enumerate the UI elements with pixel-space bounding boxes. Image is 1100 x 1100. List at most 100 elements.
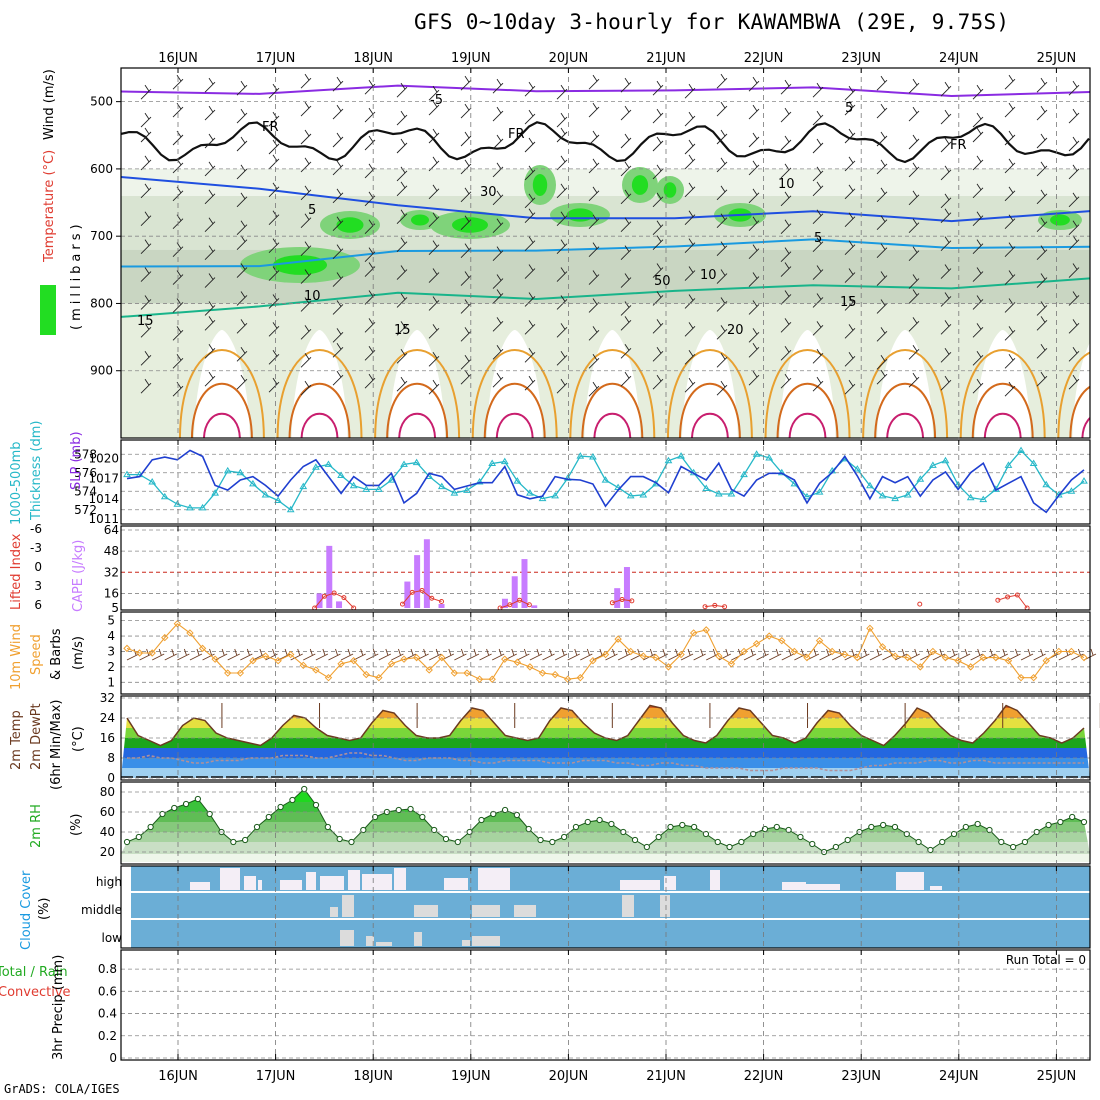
- rh-point: [312, 801, 320, 809]
- wind10-barb: [743, 648, 757, 661]
- wind10-barb: [693, 648, 706, 661]
- wind-barb: [1004, 102, 1016, 118]
- wind-barb: [332, 132, 344, 148]
- wind10-point: [752, 640, 761, 648]
- rh-point: [537, 836, 544, 844]
- wind-barb: [716, 73, 728, 89]
- thickness-point: [349, 481, 358, 489]
- wind-barb: [460, 131, 472, 147]
- wind10-barb: [290, 648, 303, 661]
- lifted-index-line: [612, 598, 632, 604]
- wind-barb: [844, 240, 856, 255]
- isotherm--5: [121, 84, 1090, 98]
- grads-credit: GrADS: COLA/IGES: [4, 1082, 120, 1096]
- wind10-barb: [932, 648, 946, 661]
- wind-barb: [588, 242, 600, 257]
- date-label-bottom: 23JUN: [841, 1069, 881, 1084]
- wind-barb: [684, 322, 696, 337]
- rh-point: [832, 843, 839, 851]
- date-label-top: 19JUN: [451, 51, 491, 66]
- wind-barb: [780, 191, 792, 207]
- wind-barb: [332, 244, 344, 259]
- rh-point: [1080, 818, 1088, 826]
- wind-barb: [812, 293, 824, 308]
- wind-barb: [492, 218, 504, 234]
- wind-barb: [524, 236, 536, 251]
- contour-label: 50: [654, 274, 671, 289]
- wind-barb: [972, 351, 984, 366]
- rh-point: [679, 821, 686, 829]
- y-tick-label-temp: 24: [100, 711, 115, 725]
- cloud-bar-middle: [660, 895, 670, 917]
- rh-point: [301, 785, 308, 793]
- wind10-point: [123, 644, 131, 653]
- rh-point: [265, 813, 272, 821]
- wind-barb: [428, 240, 440, 255]
- wind-barb: [748, 132, 760, 148]
- thickness-point: [374, 485, 383, 492]
- wind-barb: [428, 212, 440, 228]
- wind-barb: [748, 343, 760, 358]
- isotherm-arc: [776, 382, 839, 438]
- wind-barb: [908, 106, 920, 122]
- wind10-barb: [164, 648, 177, 661]
- wind10-barb: [567, 648, 580, 661]
- thickness-point: [752, 450, 761, 457]
- wind10-barb: [214, 648, 228, 661]
- wind10-barb: [315, 648, 329, 661]
- thickness-point: [866, 481, 874, 489]
- wind10-point: [349, 657, 358, 665]
- temp-fill: [121, 705, 1090, 778]
- wind-barb: [652, 108, 664, 124]
- thickness-point: [702, 484, 711, 491]
- thickness-point: [400, 460, 408, 467]
- cloud-bar-high: [348, 870, 360, 890]
- rh-point: [407, 805, 414, 813]
- wind10-point: [853, 653, 862, 662]
- wind10-point: [1055, 647, 1063, 656]
- wind-barb: [428, 324, 440, 339]
- wind-barb: [236, 80, 248, 96]
- wind-barb: [876, 159, 888, 175]
- wind-barb: [332, 104, 344, 120]
- y-tick-label: 900: [90, 364, 113, 378]
- wind-barb: [556, 211, 568, 227]
- wind10-barb: [139, 648, 152, 661]
- wind-barb: [140, 351, 152, 366]
- ylabel-wind: Wind (m/s): [42, 69, 57, 140]
- contour-label: 15: [840, 295, 857, 310]
- isotherm-arc: [471, 349, 558, 438]
- temp-band: [121, 748, 1090, 758]
- wind-barb: [300, 325, 312, 340]
- cloud-bar-high: [806, 884, 840, 890]
- wind-barb: [1068, 374, 1080, 390]
- wind-barb: [268, 294, 280, 309]
- isotherm-arc: [276, 349, 363, 438]
- wind-barb: [268, 154, 280, 170]
- thickness-point: [123, 470, 131, 478]
- wind-barb: [684, 111, 696, 127]
- wind10-barb: [617, 648, 631, 661]
- contour-label: 5: [845, 101, 853, 116]
- cloud-bar-high: [306, 872, 316, 890]
- wind-barb: [684, 154, 696, 170]
- wind-barb: [268, 350, 280, 365]
- wind10-point: [966, 663, 975, 671]
- y-tick-label-precip: 0.8: [98, 962, 117, 976]
- cloud-level-high: high: [96, 875, 122, 889]
- rh-point: [974, 820, 981, 828]
- wind10-point: [689, 629, 698, 637]
- wind-barb: [268, 238, 280, 253]
- wind-barb: [556, 295, 568, 310]
- rh-point: [596, 816, 603, 824]
- wind10-point: [916, 663, 925, 671]
- wind-barb: [492, 78, 504, 94]
- wind-barb: [652, 164, 664, 180]
- cloud-bar-high: [280, 880, 302, 890]
- wind-barb: [844, 324, 856, 339]
- wind-barb: [716, 129, 728, 145]
- wind-barb: [428, 184, 440, 200]
- wind-barb: [236, 136, 248, 152]
- wind10-point: [249, 657, 257, 665]
